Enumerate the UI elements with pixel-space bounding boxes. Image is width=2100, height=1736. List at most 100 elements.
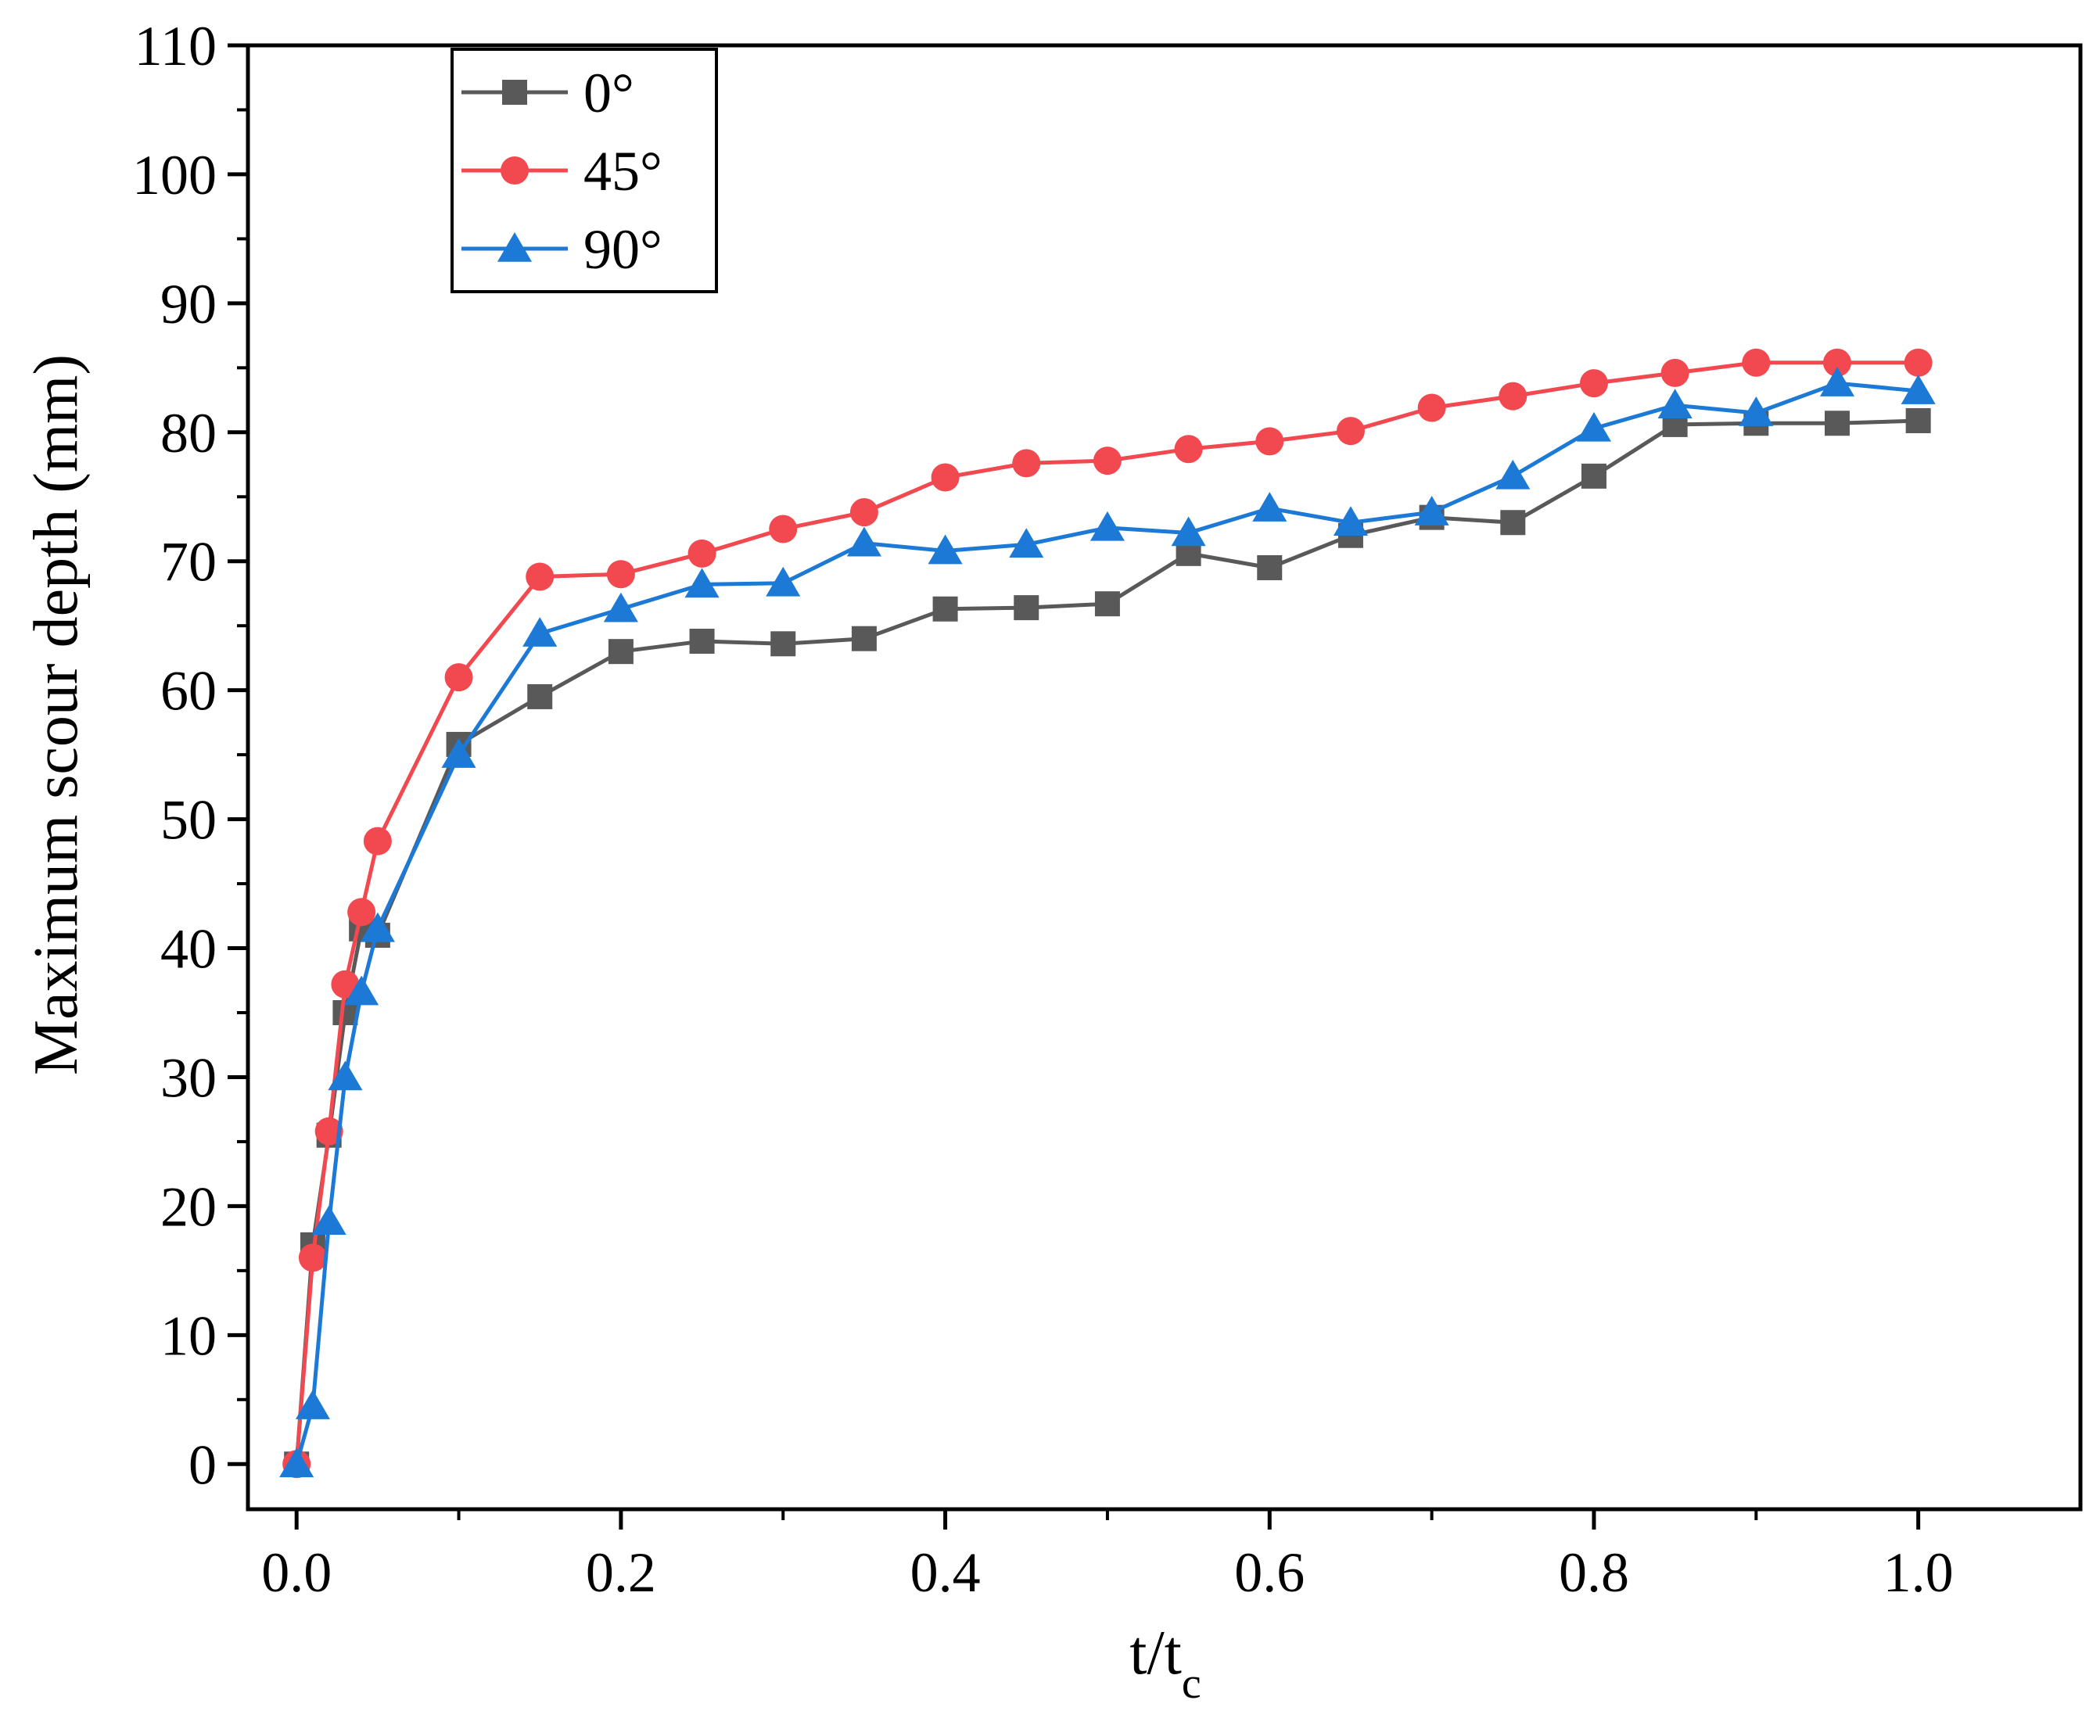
data-point-triangle	[522, 617, 558, 647]
data-point-triangle	[295, 1390, 330, 1419]
data-point-square	[1500, 510, 1526, 536]
axis-layer: 0 10 20 30 40 50 60 70 80 90 100 110 0.0 0.2 0.4 0.6 0.8…	[132, 15, 1954, 1604]
plot-frame	[246, 43, 2083, 1512]
series-layer	[279, 348, 1936, 1479]
data-point-square	[1014, 595, 1039, 621]
data-point-circle	[1660, 358, 1689, 387]
legend-label: 90°	[583, 218, 662, 281]
data-point-triangle	[328, 1060, 363, 1091]
data-point-triangle	[441, 738, 476, 768]
data-point-square	[1094, 591, 1120, 617]
data-point-triangle	[1657, 389, 1693, 418]
data-point-circle	[1417, 393, 1446, 422]
data-point-circle	[331, 970, 360, 999]
y-tick-label: 80	[160, 402, 217, 464]
y-tick-label: 60	[160, 660, 217, 723]
data-point-square	[689, 628, 715, 654]
series-triangle	[279, 367, 1936, 1478]
data-point-square	[770, 631, 796, 657]
legend-swatch-marker	[502, 80, 527, 105]
data-point-triangle	[684, 568, 720, 598]
legend-label: 0°	[583, 62, 634, 124]
x-tick-label: 1.0	[1883, 1541, 1954, 1604]
y-tick-label: 100	[132, 144, 217, 206]
data-point-triangle	[1089, 511, 1125, 541]
data-point-triangle	[1819, 367, 1855, 396]
data-point-circle	[931, 463, 960, 492]
y-tick-label: 20	[160, 1175, 217, 1238]
x-tick-label: 0.0	[261, 1541, 332, 1604]
legend-entry-circle: 45°	[461, 140, 662, 203]
data-point-circle	[347, 898, 376, 927]
x-tick-label: 0.2	[586, 1541, 656, 1604]
data-point-triangle	[360, 912, 395, 942]
data-point-circle	[1579, 369, 1608, 398]
data-point-triangle	[1252, 492, 1287, 522]
x-axis-label-subscript: c	[1182, 1659, 1201, 1708]
y-tick-label: 90	[160, 273, 217, 335]
data-point-circle	[849, 498, 878, 527]
y-tick-label: 50	[160, 789, 217, 852]
data-point-square	[1581, 463, 1606, 489]
x-axis-label: t/tc	[1129, 1619, 1201, 1708]
data-point-circle	[1742, 348, 1771, 377]
data-point-circle	[314, 1117, 343, 1146]
data-point-triangle	[928, 534, 963, 565]
data-point-circle	[1174, 435, 1203, 464]
data-point-triangle	[1576, 411, 1612, 442]
data-point-triangle	[1009, 528, 1044, 558]
data-point-circle	[1093, 447, 1122, 475]
data-point-square	[1905, 407, 1931, 433]
data-point-circle	[1822, 348, 1851, 377]
data-point-circle	[1904, 348, 1933, 377]
data-point-circle	[1255, 427, 1284, 456]
x-tick-label: 0.8	[1559, 1541, 1629, 1604]
data-point-triangle	[1333, 506, 1368, 536]
data-point-square	[932, 596, 958, 622]
y-tick-label: 70	[160, 531, 217, 594]
data-point-triangle	[1739, 396, 1774, 426]
x-tick-label: 0.6	[1234, 1541, 1305, 1604]
data-point-circle	[298, 1243, 327, 1272]
data-point-circle	[526, 562, 555, 591]
data-point-triangle	[603, 592, 638, 622]
data-point-triangle	[311, 1205, 346, 1235]
y-tick-label: 10	[160, 1304, 217, 1367]
data-point-circle	[444, 663, 473, 692]
series-circle	[282, 348, 1933, 1479]
data-point-triangle	[344, 975, 379, 1006]
data-point-circle	[1336, 417, 1365, 446]
data-point-triangle	[1171, 516, 1206, 547]
x-axis-label-main: t/t	[1129, 1619, 1182, 1688]
data-point-square	[527, 683, 553, 709]
data-point-square	[1824, 411, 1850, 436]
y-tick-label: 30	[160, 1046, 217, 1109]
y-tick-label: 40	[160, 918, 217, 981]
data-point-circle	[606, 560, 635, 589]
data-point-triangle	[279, 1447, 314, 1478]
data-point-circle	[1499, 382, 1527, 411]
data-point-circle	[769, 515, 798, 543]
legend-entry-square: 0°	[461, 62, 634, 124]
data-point-triangle	[1901, 375, 1936, 404]
legend-label: 45°	[583, 140, 662, 203]
y-axis-label: Maximum scour depth (mm)	[22, 354, 91, 1075]
data-point-circle	[687, 539, 716, 568]
data-point-triangle	[766, 566, 801, 597]
x-tick-label: 0.4	[910, 1541, 981, 1604]
data-point-circle	[363, 827, 392, 855]
data-point-triangle	[846, 526, 881, 557]
data-point-square	[608, 639, 634, 665]
legend-swatch-marker	[501, 156, 529, 185]
data-point-square	[851, 626, 877, 651]
data-point-triangle	[1414, 496, 1449, 525]
data-point-circle	[1012, 449, 1041, 478]
y-tick-label: 110	[135, 15, 217, 77]
legend-entry-triangle: 90°	[461, 218, 662, 281]
data-point-triangle	[1495, 459, 1531, 490]
y-tick-label: 0	[188, 1433, 217, 1496]
data-point-square	[1257, 554, 1283, 580]
legend: 0° 45° 90°	[451, 48, 718, 293]
